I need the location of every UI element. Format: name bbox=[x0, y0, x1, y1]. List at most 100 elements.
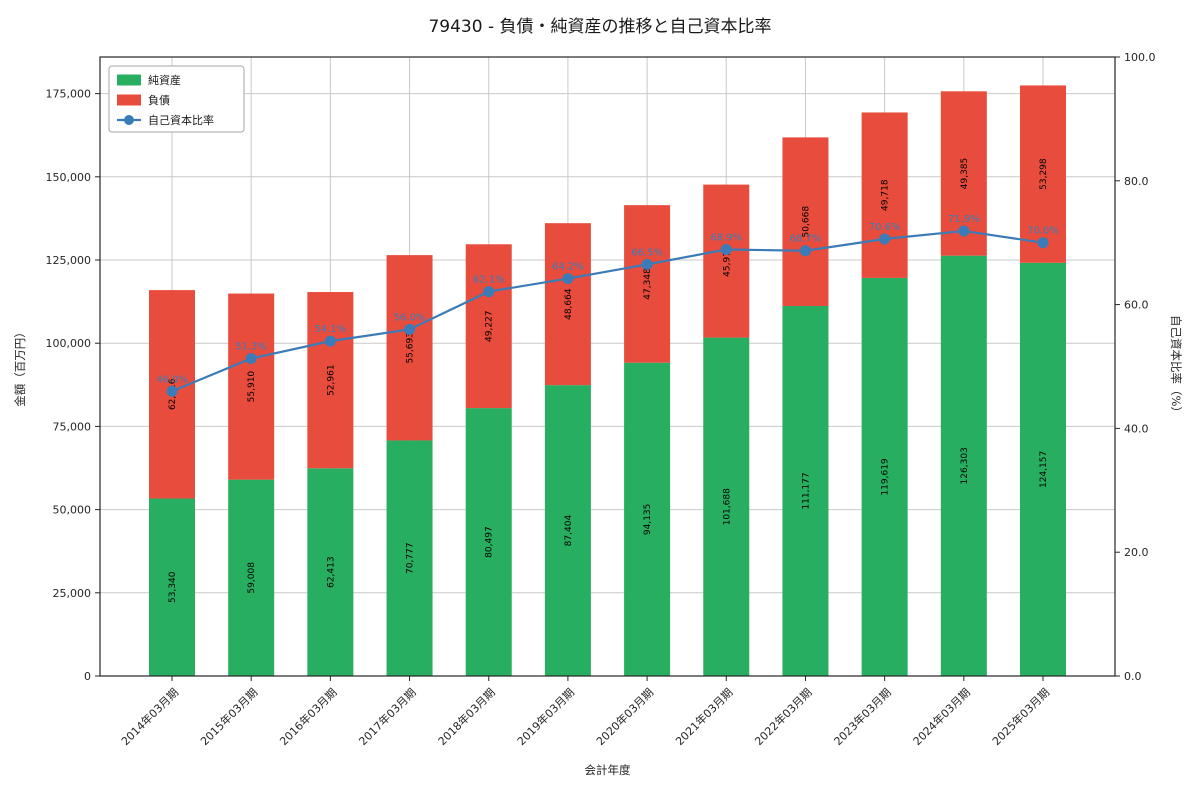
y-tick-label-left: 100,000 bbox=[46, 337, 92, 350]
legend-swatch-liabilities bbox=[117, 94, 141, 106]
equity-value-label: 101,688 bbox=[722, 488, 732, 525]
equity-value-label: 119,619 bbox=[881, 458, 891, 495]
x-tick-label: 2016年03月期 bbox=[277, 685, 340, 748]
liabilities-bar-segment bbox=[1020, 85, 1066, 263]
x-axis-title: 会計年度 bbox=[585, 763, 631, 777]
ratio-marker bbox=[404, 323, 416, 335]
chart-title: 79430 - 負債・純資産の推移と自己資本比率 bbox=[428, 17, 772, 37]
equity-bar-segment bbox=[703, 337, 750, 676]
y-axis-title-left: 金額（百万円） bbox=[13, 326, 27, 407]
ratio-marker bbox=[166, 385, 178, 397]
liabilities-value-label: 55,910 bbox=[247, 371, 257, 403]
liabilities-bar-segment bbox=[782, 137, 829, 307]
y-tick-label-left: 25,000 bbox=[53, 587, 92, 600]
equity-bar-segment bbox=[465, 408, 512, 676]
equity-bar-segment bbox=[228, 479, 275, 676]
x-tick-label: 2019年03月期 bbox=[514, 685, 577, 748]
plot-border bbox=[99, 56, 1116, 677]
ratio-value-label: 71.9% bbox=[948, 214, 980, 225]
equity-value-label: 111,177 bbox=[801, 472, 811, 509]
legend-swatch-equity bbox=[117, 74, 141, 86]
y-tick-label-left: 125,000 bbox=[46, 254, 92, 267]
liabilities-value-label: 50,668 bbox=[801, 206, 811, 238]
y-tick-label-right: 60.0 bbox=[1124, 299, 1149, 312]
liabilities-value-label: 45,973 bbox=[722, 245, 732, 277]
liabilities-bar-segment bbox=[703, 184, 750, 338]
y-tick-label-left: 150,000 bbox=[46, 171, 92, 184]
ratio-marker bbox=[483, 286, 495, 298]
ratio-marker bbox=[958, 225, 970, 237]
equity-bar-segment bbox=[940, 255, 987, 676]
equity-value-label: 126,303 bbox=[960, 447, 970, 484]
ratio-line-path bbox=[171, 229, 1044, 393]
y-tick-label-right: 20.0 bbox=[1124, 546, 1149, 559]
ratio-line: 46.0% 51.3% 54.1% 56.0% 62.1% 64.2% 66.5% 68.9%… bbox=[156, 214, 1059, 397]
liabilities-value-label: 49,385 bbox=[960, 158, 970, 190]
y-tick-label-right: 0.0 bbox=[1124, 670, 1142, 683]
ratio-value-label: 56.0% bbox=[394, 312, 426, 323]
equity-bar-segment bbox=[544, 385, 591, 676]
liabilities-value-label: 52,961 bbox=[326, 364, 336, 396]
x-tick-label: 2015年03月期 bbox=[197, 685, 260, 748]
x-tick-label: 2014年03月期 bbox=[118, 685, 181, 748]
equity-bar-segment bbox=[386, 440, 433, 676]
legend-label-ratio: 自己資本比率 bbox=[148, 113, 214, 127]
ratio-value-label: 70.6% bbox=[869, 222, 901, 233]
ratio-value-label: 51.3% bbox=[235, 341, 267, 352]
x-tick-label: 2017年03月期 bbox=[356, 685, 419, 748]
y-tick-label-right: 80.0 bbox=[1124, 175, 1149, 188]
ratio-value-label: 64.2% bbox=[552, 262, 584, 273]
y-tick-label-right: 100.0 bbox=[1124, 51, 1156, 64]
legend-marker-ratio bbox=[124, 115, 134, 125]
ratio-value-label: 62.1% bbox=[473, 275, 505, 286]
legend-label-liabilities: 負債 bbox=[148, 93, 170, 107]
liabilities-bar-segment bbox=[624, 205, 671, 363]
ratio-marker bbox=[562, 273, 574, 285]
equity-value-label: 94,135 bbox=[643, 504, 653, 536]
x-tick-label: 2018年03月期 bbox=[435, 685, 498, 748]
legend-box bbox=[108, 65, 245, 133]
ratio-value-label: 66.5% bbox=[631, 247, 663, 258]
liabilities-bar-segment bbox=[861, 112, 908, 278]
equity-value-label: 87,404 bbox=[564, 515, 574, 547]
ratio-value-label: 68.7% bbox=[790, 234, 822, 245]
ratio-marker bbox=[879, 233, 891, 245]
liabilities-bar-segment bbox=[544, 223, 591, 386]
y-tick-label-left: 0 bbox=[84, 670, 91, 683]
liabilities-value-label: 49,718 bbox=[881, 179, 891, 211]
ratio-value-label: 70.0% bbox=[1027, 226, 1059, 237]
x-tick-label: 2021年03月期 bbox=[672, 685, 735, 748]
equity-bar-segment bbox=[1020, 262, 1066, 676]
liabilities-value-label: 53,298 bbox=[1039, 158, 1049, 190]
y-tick-label-left: 50,000 bbox=[53, 504, 92, 517]
equity-bar-segment bbox=[624, 362, 671, 676]
equity-bar-segment bbox=[861, 277, 908, 676]
x-tick-label: 2022年03月期 bbox=[752, 685, 815, 748]
equity-bar-segment bbox=[782, 306, 829, 676]
legend-label-equity: 純資産 bbox=[148, 74, 181, 87]
liabilities-value-label: 48,664 bbox=[564, 288, 574, 320]
liabilities-bar-segment bbox=[386, 255, 433, 441]
equity-value-label: 70,777 bbox=[406, 542, 416, 574]
equity-value-label: 62,413 bbox=[326, 556, 336, 588]
x-tick-label: 2023年03月期 bbox=[831, 685, 894, 748]
liabilities-value-label: 49,227 bbox=[485, 310, 495, 342]
ratio-marker bbox=[324, 335, 336, 347]
liabilities-value-label: 55,693 bbox=[406, 332, 416, 364]
ratio-value-label: 46.0% bbox=[156, 374, 188, 385]
liabilities-bar-segment bbox=[228, 293, 275, 480]
ratio-value-label: 68.9% bbox=[710, 233, 742, 244]
bars bbox=[149, 85, 1066, 676]
ratio-marker bbox=[245, 352, 257, 364]
liabilities-bar-segment bbox=[465, 244, 512, 409]
equity-bar-segment bbox=[149, 498, 195, 676]
x-tick-label: 2024年03月期 bbox=[910, 685, 973, 748]
y-tick-label-left: 175,000 bbox=[46, 88, 92, 101]
y-tick-label-left: 75,000 bbox=[53, 420, 92, 433]
x-tick-label: 2025年03月期 bbox=[989, 685, 1052, 748]
liabilities-value-label: 47,348 bbox=[643, 268, 653, 300]
equity-value-label: 80,497 bbox=[485, 526, 495, 558]
x-tick-label: 2020年03月期 bbox=[593, 685, 656, 748]
